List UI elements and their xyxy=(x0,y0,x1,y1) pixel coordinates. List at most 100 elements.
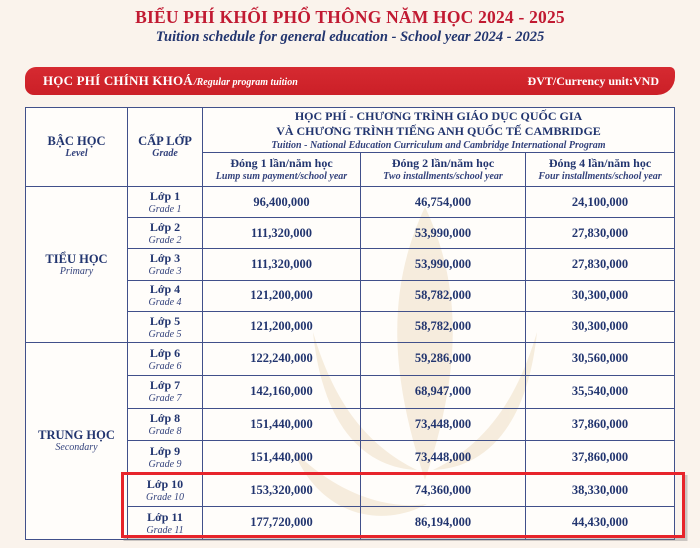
grade-cell: Lớp 11 Grade 11 xyxy=(127,505,203,540)
four-installments-header-en: Four installments/school year xyxy=(538,171,662,183)
fee-lump-sum: 153,320,000 xyxy=(202,473,361,507)
fee-lump-sum: 111,320,000 xyxy=(202,217,361,250)
col-header-level: BẬC HỌC Level xyxy=(25,107,128,187)
tuition-header-line2: VÀ CHƯƠNG TRÌNH TIẾNG ANH QUỐC TẾ CAMBRI… xyxy=(276,123,601,138)
lump-sum-header-vn: Đóng 1 lần/năm học xyxy=(230,156,333,171)
fee-two-installments: 73,448,000 xyxy=(360,440,526,475)
fee-two-installments: 74,360,000 xyxy=(360,473,526,507)
level-primary-en: Primary xyxy=(59,265,94,277)
grade-label-vn: Lớp 4 xyxy=(149,282,181,297)
fee-two-installments: 68,947,000 xyxy=(360,374,526,409)
fee-lump-sum: 122,240,000 xyxy=(202,341,361,376)
fee-lump-sum: 177,720,000 xyxy=(202,505,361,540)
level-cell-secondary: TRUNG HỌC Secondary xyxy=(25,341,128,540)
fee-two-installments: 59,286,000 xyxy=(360,341,526,376)
level-cell-primary: TIỂU HỌC Primary xyxy=(25,186,128,343)
grade-cell: Lớp 7 Grade 7 xyxy=(127,374,203,409)
grade-label-vn: Lớp 8 xyxy=(149,411,181,426)
two-installments-header-vn: Đóng 2 lần/năm học xyxy=(391,156,495,171)
tuition-table-container: BẬC HỌC Level CẤP LỚP Grade HỌC PHÍ - CH… xyxy=(25,107,685,540)
fee-lump-sum: 121,200,000 xyxy=(202,279,361,312)
level-primary-vn: TIỂU HỌC xyxy=(45,251,108,266)
fee-two-installments: 86,194,000 xyxy=(360,505,526,540)
grade-label-en: Grade 7 xyxy=(148,393,182,405)
fee-lump-sum: 142,160,000 xyxy=(202,374,361,409)
level-secondary-vn: TRUNG HỌC xyxy=(38,427,115,442)
grade-label-vn: Lớp 2 xyxy=(149,220,181,235)
grade-label-en: Grade 11 xyxy=(146,524,184,536)
grade-label-en: Grade 4 xyxy=(148,297,182,309)
grade-cell: Lớp 4 Grade 4 xyxy=(127,279,203,312)
grade-label-en: Grade 9 xyxy=(148,458,182,470)
grade-cell: Lớp 9 Grade 9 xyxy=(127,440,203,475)
fee-two-installments: 58,782,000 xyxy=(360,310,526,343)
fee-four-installments: 37,860,000 xyxy=(525,440,675,475)
grade-label-vn: Lớp 3 xyxy=(149,251,181,266)
grade-label-en: Grade 2 xyxy=(148,235,182,247)
page-subtitle: Tuition schedule for general education -… xyxy=(155,29,545,45)
fee-lump-sum: 96,400,000 xyxy=(202,185,361,219)
grade-label-vn: Lớp 11 xyxy=(147,509,183,524)
fee-four-installments: 30,300,000 xyxy=(525,279,675,312)
fee-four-installments: 30,300,000 xyxy=(525,310,675,343)
fee-four-installments: 30,560,000 xyxy=(525,341,675,376)
fee-four-installments: 27,830,000 xyxy=(525,217,675,250)
fee-lump-sum: 151,440,000 xyxy=(202,440,361,475)
grade-header-vn: CẤP LỚP xyxy=(138,134,192,149)
col-header-two-installments: Đóng 2 lần/năm học Two installments/scho… xyxy=(360,152,526,187)
grade-cell: Lớp 8 Grade 8 xyxy=(127,407,203,442)
col-header-four-installments: Đóng 4 lần/năm học Four installments/sch… xyxy=(525,152,675,187)
fee-two-installments: 58,782,000 xyxy=(360,279,526,312)
grade-cell: Lớp 5 Grade 5 xyxy=(127,310,203,343)
fee-four-installments: 37,860,000 xyxy=(525,407,675,442)
fee-lump-sum: 121,200,000 xyxy=(202,310,361,343)
page-title: BIỂU PHÍ KHỐI PHỔ THÔNG NĂM HỌC 2024 - 2… xyxy=(135,7,565,27)
regular-tuition-banner: HỌC PHÍ CHÍNH KHOÁ /Regular program tuit… xyxy=(25,67,675,95)
currency-unit-label: ĐVT/Currency unit:VND xyxy=(527,73,659,88)
grade-label-vn: Lớp 5 xyxy=(149,313,181,328)
lump-sum-header-en: Lump sum payment/school year xyxy=(215,171,348,183)
fee-two-installments: 46,754,000 xyxy=(360,185,526,219)
col-header-tuition-program: HỌC PHÍ - CHƯƠNG TRÌNH GIÁO DỤC QUỐC GIA… xyxy=(202,107,675,153)
tuition-header-line1: HỌC PHÍ - CHƯƠNG TRÌNH GIÁO DỤC QUỐC GIA xyxy=(294,108,583,123)
grade-cell: Lớp 10 Grade 10 xyxy=(127,473,203,507)
grade-label-en: Grade 6 xyxy=(148,360,182,372)
col-header-grade: CẤP LỚP Grade xyxy=(127,107,203,187)
grade-cell: Lớp 3 Grade 3 xyxy=(127,248,203,281)
table-row-grade-6: TRUNG HỌC Secondary Lớp 6 Grade 6 122,24… xyxy=(25,341,675,540)
grade-label-vn: Lớp 6 xyxy=(149,345,181,360)
grade-header-en: Grade xyxy=(152,148,178,160)
fee-lump-sum: 111,320,000 xyxy=(202,248,361,281)
grade-label-en: Grade 1 xyxy=(148,203,182,215)
grade-label-vn: Lớp 7 xyxy=(149,378,181,393)
col-header-lump-sum: Đóng 1 lần/năm học Lump sum payment/scho… xyxy=(202,152,361,187)
fee-four-installments: 44,430,000 xyxy=(525,505,675,540)
grade-label-vn: Lớp 9 xyxy=(149,443,181,458)
grade-label-en: Grade 3 xyxy=(148,266,182,278)
fee-two-installments: 73,448,000 xyxy=(360,407,526,442)
grade-label-en: Grade 5 xyxy=(148,328,182,340)
grade-label-vn: Lớp 10 xyxy=(146,476,184,491)
grade-cell: Lớp 6 Grade 6 xyxy=(127,341,203,376)
grade-label-en: Grade 10 xyxy=(145,491,185,503)
fee-four-installments: 35,540,000 xyxy=(525,374,675,409)
fee-four-installments: 27,830,000 xyxy=(525,248,675,281)
fee-two-installments: 53,990,000 xyxy=(360,248,526,281)
two-installments-header-en: Two installments/school year xyxy=(383,171,503,183)
fee-four-installments: 24,100,000 xyxy=(525,185,675,219)
level-header-en: Level xyxy=(65,148,88,160)
grade-cell: Lớp 1 Grade 1 xyxy=(127,185,203,219)
grade-label-en: Grade 8 xyxy=(148,426,182,438)
fee-four-installments: 38,330,000 xyxy=(525,473,675,507)
table-row-grade-1: TIỂU HỌC Primary Lớp 1 Grade 1 96,400,00… xyxy=(25,185,675,343)
banner-label: HỌC PHÍ CHÍNH KHOÁ /Regular program tuit… xyxy=(43,73,298,89)
tuition-header-en: Tuition - National Education Curriculum … xyxy=(271,139,606,151)
grade-label-vn: Lớp 1 xyxy=(149,188,181,203)
tuition-table: BẬC HỌC Level CẤP LỚP Grade HỌC PHÍ - CH… xyxy=(25,107,675,540)
grade-cell: Lớp 2 Grade 2 xyxy=(127,217,203,250)
fee-lump-sum: 151,440,000 xyxy=(202,407,361,442)
four-installments-header-vn: Đóng 4 lần/năm học xyxy=(548,156,652,171)
level-secondary-en: Secondary xyxy=(55,442,98,454)
banner-label-en: /Regular program tuition xyxy=(193,77,298,88)
banner-label-vn: HỌC PHÍ CHÍNH KHOÁ xyxy=(43,73,193,88)
